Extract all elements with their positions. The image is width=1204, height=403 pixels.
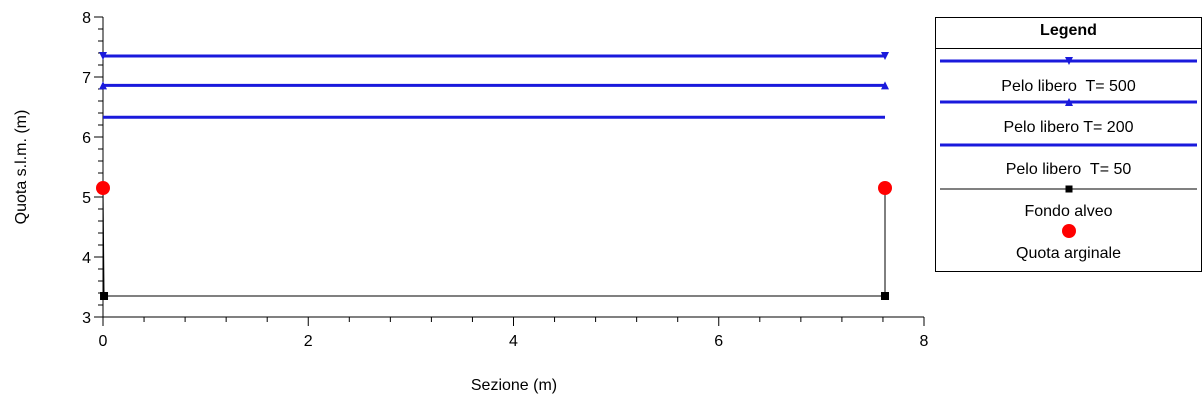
y-tick-label: 7 — [82, 70, 91, 87]
legend-swatch-marker — [1065, 185, 1073, 193]
data-point — [878, 181, 893, 195]
legend: Legend Pelo libero T= 500 Pelo libero T=… — [935, 17, 1202, 272]
y-tick-label: 3 — [82, 310, 91, 327]
legend-swatches — [940, 57, 1197, 238]
legend-label-t200: Pelo libero T= 200 — [1003, 119, 1134, 136]
y-tick-label: 5 — [82, 190, 91, 207]
series-line — [102, 187, 886, 297]
data-point — [881, 52, 890, 60]
data-point — [100, 292, 109, 300]
legend-swatch-marker — [1062, 224, 1076, 238]
y-tick-label: 6 — [82, 130, 91, 147]
legend-title: Legend — [1040, 22, 1097, 39]
series-3 — [100, 187, 890, 300]
series-4 — [96, 181, 893, 195]
legend-divider — [936, 48, 1201, 49]
series-0 — [99, 52, 890, 60]
legend-label-t500: Pelo libero T= 500 — [1001, 78, 1136, 95]
data-point — [881, 292, 890, 300]
data-point — [99, 81, 107, 90]
legend-swatch-marker — [1065, 57, 1073, 65]
legend-label-t50: Pelo libero T= 50 — [1005, 161, 1132, 178]
legend-label-fondo-alveo: Fondo alveo — [1024, 203, 1113, 220]
legend-label-quota-arginale: Quota arginale — [1016, 245, 1121, 262]
data-point — [96, 181, 110, 195]
x-tick-label: 4 — [509, 333, 518, 350]
chart-plot: 0 2 4 6 8 3 4 5 6 7 8 Sezione (m) Quota s.l.m. (m) — [13, 10, 929, 394]
x-tick-label: 8 — [920, 333, 929, 350]
axes: 0 2 4 6 8 3 4 5 6 7 8 — [82, 10, 928, 350]
y-tick-label: 8 — [82, 10, 91, 27]
x-tick-label: 2 — [304, 333, 313, 350]
x-tick-label: 6 — [714, 333, 723, 350]
data-point — [99, 52, 107, 60]
y-axis-title: Quota s.l.m. (m) — [13, 110, 30, 225]
x-axis-title: Sezione (m) — [471, 377, 557, 394]
data-point — [881, 81, 890, 90]
series-1 — [99, 81, 890, 90]
series-group — [96, 52, 893, 300]
legend-swatch-marker — [1065, 98, 1073, 106]
x-tick-label: 0 — [99, 333, 108, 350]
y-tick-label: 4 — [82, 250, 91, 267]
